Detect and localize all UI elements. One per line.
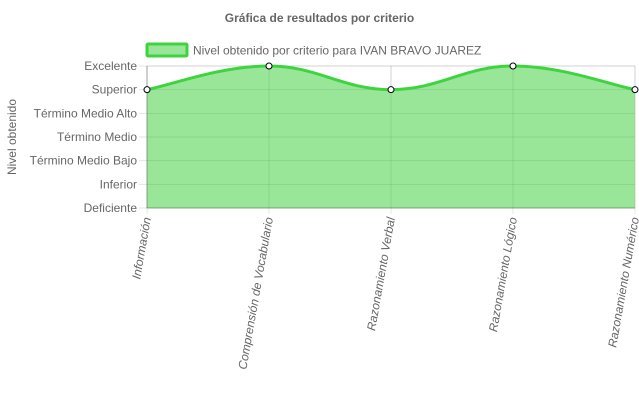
x-tick-label: Razonamiento Lógico: [486, 216, 520, 333]
legend[interactable]: Nivel obtenido por criterio para IVAN BR…: [145, 42, 481, 58]
y-tick-label: Término Medio: [57, 130, 137, 144]
data-point[interactable]: [143, 86, 151, 94]
x-tick-label: Razonamiento Numérico: [605, 216, 639, 349]
x-tick-label: Comprensión de Vocabulario: [235, 216, 276, 371]
series-area: [147, 66, 635, 208]
y-axis: Deficiente Inferior Término Medio Bajo Térm…: [30, 59, 148, 215]
x-axis: Información Comprensión de Vocabulario Raz…: [129, 207, 639, 371]
y-axis-label: Nivel obtenido: [5, 99, 19, 175]
legend-swatch[interactable]: [145, 42, 189, 58]
data-point[interactable]: [509, 62, 517, 70]
data-points: [143, 62, 639, 94]
y-tick-label: Término Medio Bajo: [30, 154, 138, 168]
x-tick-label: Información: [129, 216, 154, 280]
chart-title: Gráfica de resultados por criterio: [225, 11, 414, 25]
x-tick-label: Razonamiento Verbal: [364, 216, 398, 332]
legend-label[interactable]: Nivel obtenido por criterio para IVAN BR…: [193, 44, 481, 58]
y-tick-label: Superior: [92, 83, 137, 97]
y-tick-label: Término Medio Alto: [34, 106, 138, 120]
data-point[interactable]: [265, 62, 273, 70]
y-tick-label: Deficiente: [84, 201, 138, 215]
data-point[interactable]: [387, 86, 395, 94]
y-tick-label: Inferior: [100, 177, 137, 191]
y-tick-label: Excelente: [84, 59, 137, 73]
data-point[interactable]: [631, 86, 639, 94]
